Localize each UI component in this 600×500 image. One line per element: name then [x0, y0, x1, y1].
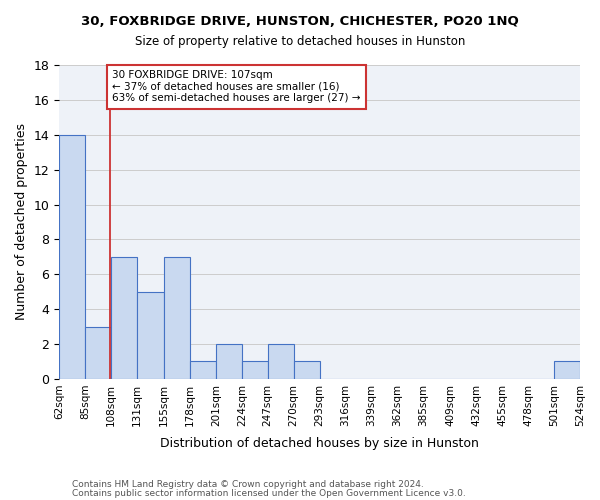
- Text: Contains public sector information licensed under the Open Government Licence v3: Contains public sector information licen…: [72, 488, 466, 498]
- Bar: [59, 135, 85, 379]
- Bar: [164, 257, 190, 379]
- Text: Size of property relative to detached houses in Hunston: Size of property relative to detached ho…: [135, 35, 465, 48]
- Bar: [85, 326, 111, 379]
- Bar: [242, 362, 268, 379]
- Bar: [137, 292, 164, 379]
- X-axis label: Distribution of detached houses by size in Hunston: Distribution of detached houses by size …: [160, 437, 479, 450]
- Bar: [190, 362, 216, 379]
- Bar: [293, 362, 320, 379]
- Text: 30, FOXBRIDGE DRIVE, HUNSTON, CHICHESTER, PO20 1NQ: 30, FOXBRIDGE DRIVE, HUNSTON, CHICHESTER…: [81, 15, 519, 28]
- Text: 30 FOXBRIDGE DRIVE: 107sqm
← 37% of detached houses are smaller (16)
63% of semi: 30 FOXBRIDGE DRIVE: 107sqm ← 37% of deta…: [112, 70, 361, 103]
- Y-axis label: Number of detached properties: Number of detached properties: [15, 124, 28, 320]
- Bar: [268, 344, 293, 379]
- Bar: [216, 344, 242, 379]
- Bar: [111, 257, 137, 379]
- Text: Contains HM Land Registry data © Crown copyright and database right 2024.: Contains HM Land Registry data © Crown c…: [72, 480, 424, 489]
- Bar: [554, 362, 580, 379]
